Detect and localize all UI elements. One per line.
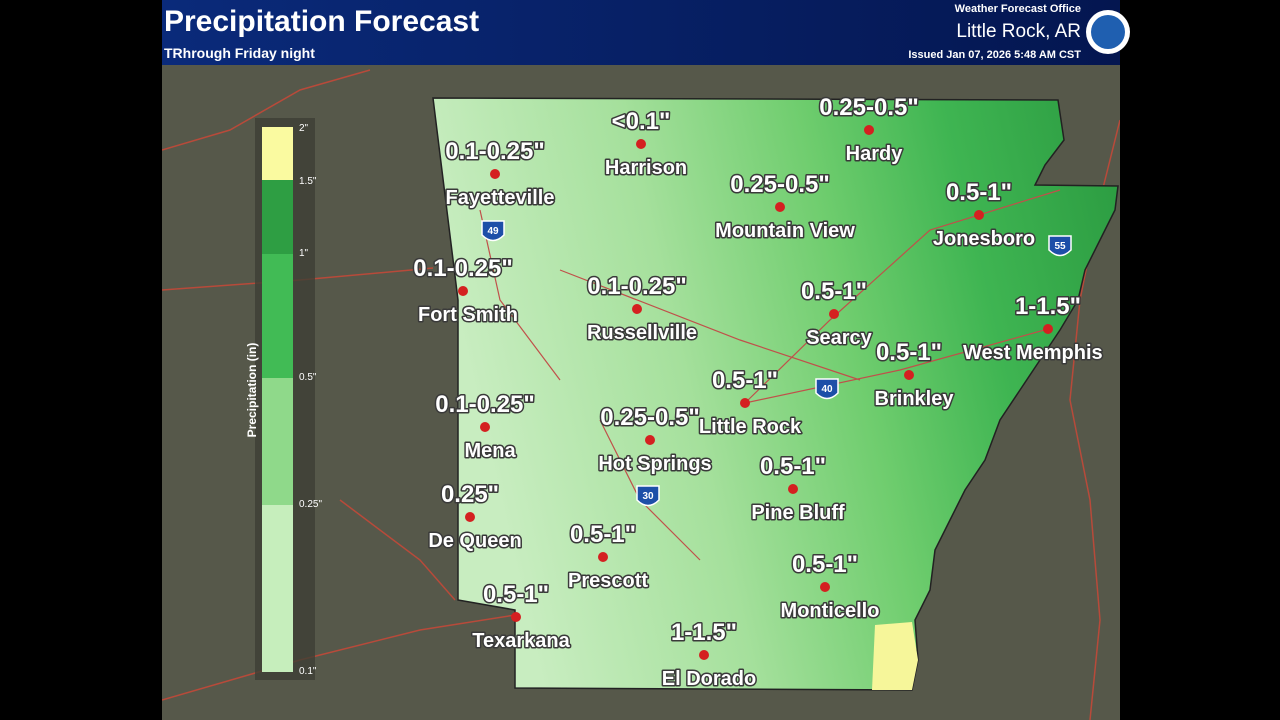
amount-label: 0.1-0.25" <box>587 273 686 300</box>
amount-label: 0.25-0.5" <box>819 94 918 121</box>
legend-tick-label: 0.25" <box>299 499 322 510</box>
city-name: Hardy <box>846 143 904 165</box>
city-dot <box>740 398 750 408</box>
city-dot <box>490 169 500 179</box>
subtitle: TRhrough Friday night <box>164 45 315 61</box>
interstate-shield <box>815 378 839 400</box>
city-dot <box>974 210 984 220</box>
city-dot <box>458 286 468 296</box>
legend-tick-label: 2" <box>299 123 309 134</box>
city-name: Fort Smith <box>418 304 518 326</box>
city-dot <box>820 582 830 592</box>
city-dot <box>699 650 709 660</box>
amount-label: 0.25-0.5" <box>600 404 699 431</box>
legend-tick-label: 1.5" <box>299 176 317 187</box>
amount-label: 0.5-1" <box>570 521 636 548</box>
amount-label: 1-1.5" <box>1015 293 1081 320</box>
interstate-shield <box>636 485 660 507</box>
office: Weather Forecast Office <box>955 3 1081 15</box>
header-bar <box>162 0 1120 65</box>
amount-label: 0.25-0.5" <box>730 171 829 198</box>
legend: Precipitation (in) 2" 1.5" 1" 0.5" 0.25" 0.1" <box>245 118 322 680</box>
city-dot <box>598 552 608 562</box>
city-dot <box>632 304 642 314</box>
interstate-shield <box>481 220 505 242</box>
interstate-number: 55 <box>1054 241 1066 252</box>
city-name: De Queen <box>428 530 521 552</box>
amount-label: 0.25" <box>441 481 499 508</box>
city-dot <box>864 125 874 135</box>
amount-label: 0.5-1" <box>760 453 826 480</box>
city-name: West Memphis <box>963 342 1103 364</box>
interstate-number: 30 <box>642 491 654 502</box>
city-dot <box>1043 324 1053 334</box>
interstate-shield <box>1048 235 1072 257</box>
amount-label: 0.1-0.25" <box>413 255 512 282</box>
arkansas <box>432 97 1119 691</box>
amount-label: <0.1" <box>612 108 671 135</box>
city-dot <box>829 309 839 319</box>
city-name: El Dorado <box>662 668 756 690</box>
map <box>162 65 1120 720</box>
city-name: Searcy <box>806 327 872 349</box>
amount-label: 0.5-1" <box>792 551 858 578</box>
amount-label: 0.1-0.25" <box>445 138 544 165</box>
legend-swatch <box>262 127 293 180</box>
city-dot <box>645 435 655 445</box>
legend-swatch <box>262 378 293 505</box>
high-amount-area <box>872 622 918 690</box>
amount-label: 0.5-1" <box>946 179 1012 206</box>
city-name: Monticello <box>781 600 880 622</box>
noaa-logo-inner <box>1091 15 1125 49</box>
interstate-number: 40 <box>821 384 833 395</box>
legend-swatch <box>262 505 293 672</box>
legend-tick-label: 0.1" <box>299 666 317 677</box>
city-name: Harrison <box>605 157 687 179</box>
city-name: Russellville <box>587 322 697 344</box>
location: Little Rock, AR <box>956 21 1081 42</box>
amount-label: 1-1.5" <box>671 619 737 646</box>
legend-swatch <box>262 254 293 378</box>
legend-tick-label: 1" <box>299 248 309 259</box>
city-dot <box>904 370 914 380</box>
city-dot <box>775 202 785 212</box>
city-name: Mountain View <box>715 220 855 242</box>
city-labels: 0.1-0.25" Fayetteville <0.1" Harrison 0.25-0… <box>412 93 1104 692</box>
city-name: Brinkley <box>875 388 955 410</box>
city-name: Little Rock <box>699 416 802 438</box>
city-name: Jonesboro <box>933 228 1035 250</box>
city-name: Texarkana <box>472 630 570 652</box>
amount-label: 0.5-1" <box>876 339 942 366</box>
amount-label: 0.5-1" <box>483 581 549 608</box>
city-dot <box>788 484 798 494</box>
city-name: Pine Bluff <box>751 502 845 524</box>
city-name: Mena <box>464 440 516 462</box>
legend-swatch <box>262 180 293 254</box>
city-dot <box>465 512 475 522</box>
city-dot <box>480 422 490 432</box>
city-name: Hot Springs <box>598 453 711 475</box>
city-dot <box>636 139 646 149</box>
legend-tick-label: 0.5" <box>299 372 317 383</box>
city-dot <box>511 612 521 622</box>
title: Precipitation Forecast <box>164 5 479 38</box>
amount-label: 0.1-0.25" <box>435 391 534 418</box>
amount-label: 0.5-1" <box>712 367 778 394</box>
issued: Issued Jan 07, 2026 5:48 AM CST <box>908 49 1081 61</box>
city-name: Fayetteville <box>446 187 555 209</box>
legend-axis-label: Precipitation (in) <box>245 343 259 438</box>
city-name: Prescott <box>568 570 648 592</box>
interstate-number: 49 <box>487 226 499 237</box>
amount-label: 0.5-1" <box>801 278 867 305</box>
